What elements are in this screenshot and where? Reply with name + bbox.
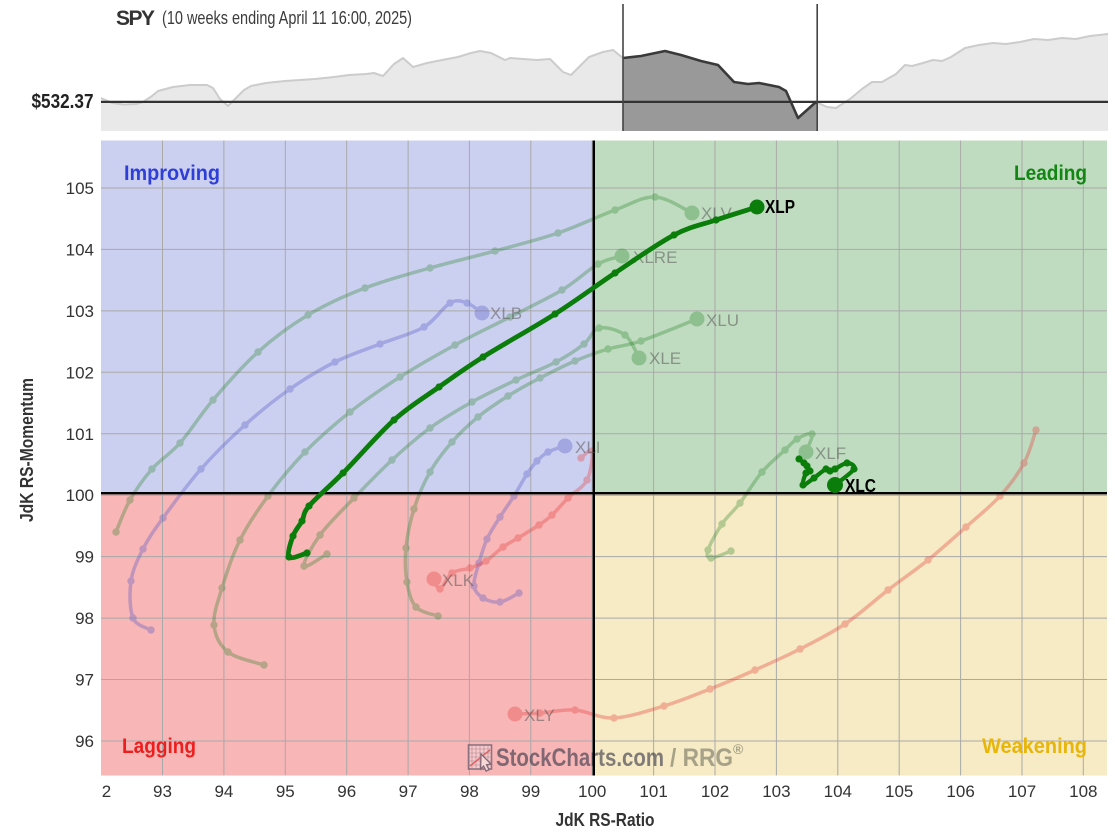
svg-text:97: 97 [75,671,94,690]
svg-text:93: 93 [153,782,172,801]
svg-text:XLC: XLC [845,476,876,496]
svg-text:$532.37: $532.37 [32,91,94,113]
svg-text:102: 102 [701,782,729,801]
svg-text:99: 99 [75,548,94,567]
svg-text:100: 100 [578,782,606,801]
svg-text:101: 101 [66,425,94,444]
svg-text:105: 105 [885,782,913,801]
svg-text:StockCharts.com: StockCharts.com [496,744,664,772]
svg-text:XLI: XLI [575,438,601,457]
svg-text:XLK: XLK [442,571,475,590]
svg-text:Improving: Improving [124,162,220,185]
svg-text:108: 108 [1069,782,1097,801]
svg-text:2: 2 [102,782,111,801]
svg-text:JdK RS-Momentum: JdK RS-Momentum [17,378,37,522]
svg-text:XLF: XLF [815,444,846,463]
svg-text:XLY: XLY [524,706,555,725]
svg-text:103: 103 [762,782,790,801]
svg-text:103: 103 [66,302,94,321]
svg-text:®: ® [733,741,744,757]
svg-text:98: 98 [75,609,94,628]
svg-text:/ RRG: / RRG [670,744,733,772]
svg-text:106: 106 [946,782,974,801]
svg-text:XLB: XLB [490,304,522,323]
svg-text:100: 100 [66,486,94,505]
svg-text:104: 104 [824,782,852,801]
svg-text:XLP: XLP [765,197,795,217]
svg-text:XLE: XLE [649,349,681,368]
svg-text:102: 102 [66,363,94,382]
svg-text:101: 101 [639,782,667,801]
svg-text:Weakening: Weakening [982,735,1087,758]
svg-text:JdK RS-Ratio: JdK RS-Ratio [556,810,655,830]
svg-text:104: 104 [66,240,94,259]
svg-text:97: 97 [399,782,418,801]
svg-text:XLU: XLU [706,311,739,330]
svg-text:94: 94 [214,782,233,801]
svg-text:SPY: SPY [116,7,155,30]
svg-text:99: 99 [521,782,540,801]
svg-text:(10 weeks ending April 11 16:0: (10 weeks ending April 11 16:00, 2025) [162,8,412,28]
svg-text:95: 95 [276,782,295,801]
svg-text:98: 98 [460,782,479,801]
svg-text:96: 96 [337,782,356,801]
svg-text:Leading: Leading [1014,162,1087,185]
svg-text:107: 107 [1008,782,1036,801]
svg-text:96: 96 [75,732,94,751]
svg-text:105: 105 [66,179,94,198]
svg-text:Lagging: Lagging [122,735,196,758]
